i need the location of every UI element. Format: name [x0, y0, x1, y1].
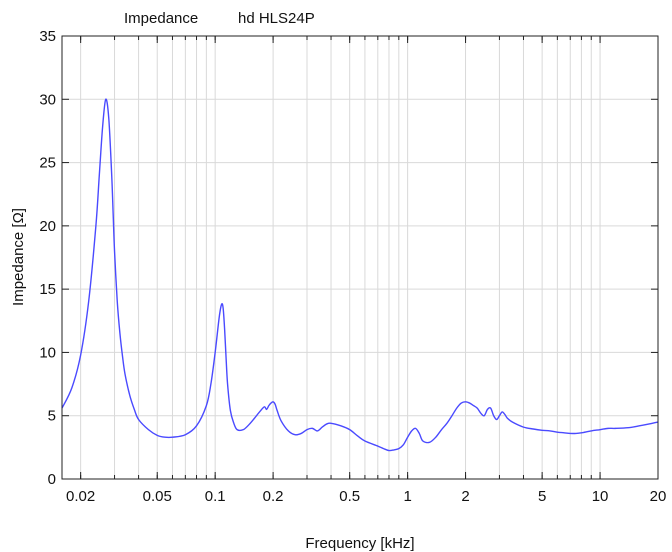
x-tick-label: 1: [403, 488, 411, 505]
plot-area: [62, 36, 658, 479]
y-tick-label: 0: [48, 471, 56, 488]
x-tick-label: 20: [650, 488, 667, 505]
grid-lines: [62, 36, 659, 479]
x-tick-label: 5: [538, 488, 546, 505]
x-tick-label: 0.02: [66, 488, 95, 505]
y-tick-label: 35: [39, 28, 56, 45]
y-tick-label: 25: [39, 155, 56, 172]
plot-frame: [61, 35, 659, 480]
x-tick-labels: 0.02 0.05 0.1 0.2 0.5 1 2 5 10 20: [66, 488, 666, 505]
y-tick-label: 15: [39, 281, 56, 298]
y-tick-label: 10: [39, 344, 56, 361]
impedance-series-line: [61, 98, 659, 452]
chart-title-right: hd HLS24P: [238, 10, 315, 27]
y-tick-label: 30: [39, 91, 56, 108]
x-tick-label: 2: [461, 488, 469, 505]
y-axis-label: Impedance [Ω]: [10, 208, 27, 306]
axis-ticks: [62, 35, 659, 480]
x-tick-label: 0.5: [339, 488, 360, 505]
x-tick-label: 0.2: [263, 488, 284, 505]
chart-title-left: Impedance: [124, 10, 198, 27]
y-tick-label: 20: [39, 218, 56, 235]
x-tick-label: 10: [592, 488, 609, 505]
x-tick-label: 0.05: [143, 488, 172, 505]
y-tick-label: 5: [48, 408, 56, 425]
y-tick-labels: 0 5 10 15 20 25 30 35: [39, 28, 56, 488]
x-axis-label: Frequency [kHz]: [305, 535, 414, 552]
series-group: [61, 98, 659, 452]
x-tick-label: 0.1: [205, 488, 226, 505]
